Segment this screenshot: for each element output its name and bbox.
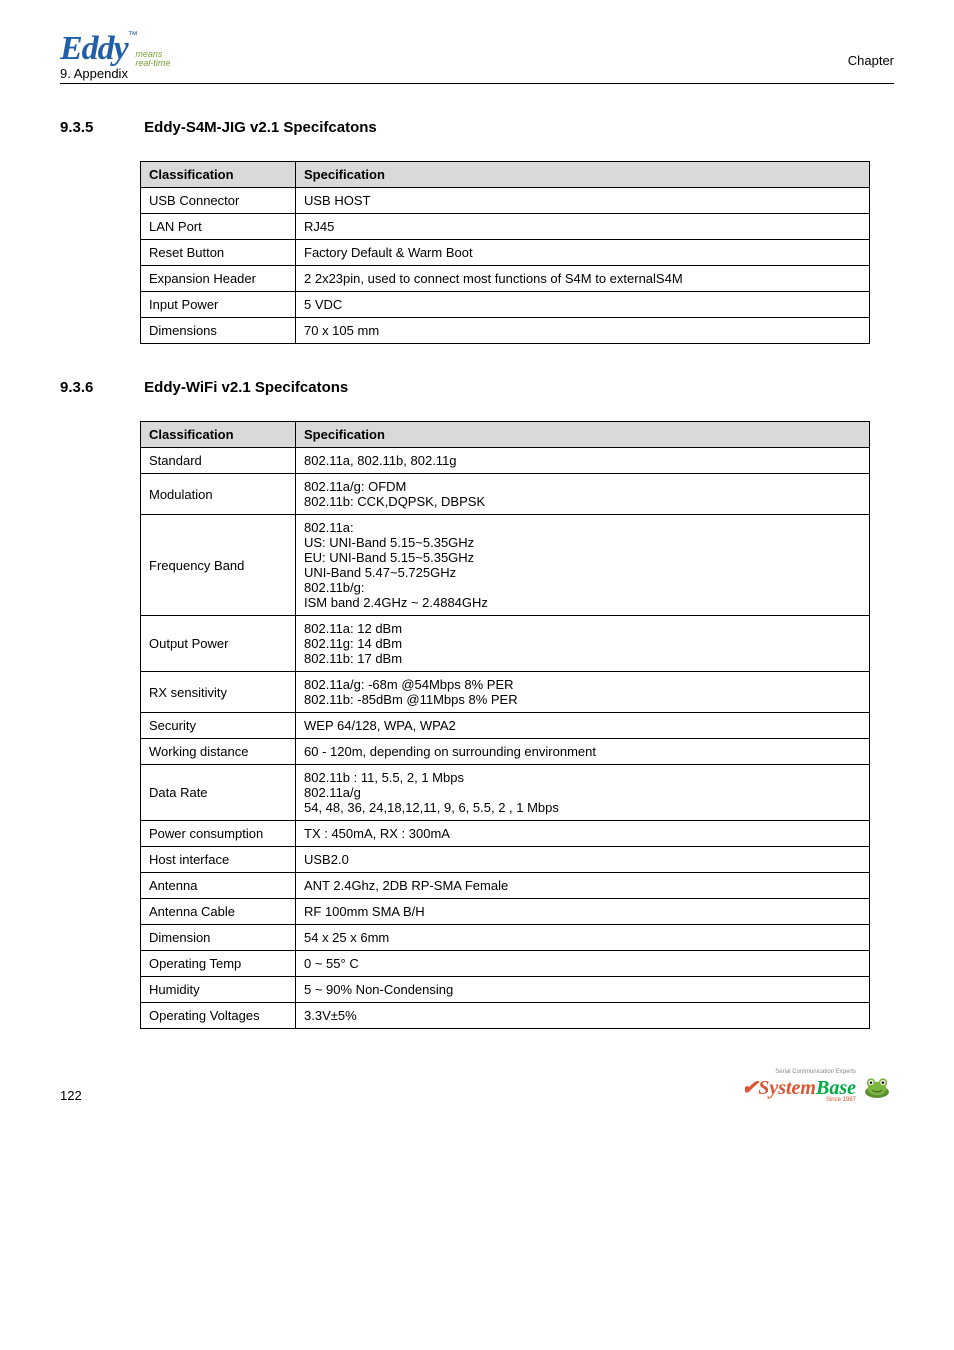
appendix-text: 9. Appendix xyxy=(60,66,128,81)
cell-specification: 54 x 25 x 6mm xyxy=(296,925,870,951)
section-heading-935: 9.3.5 Eddy-S4M-JIG v2.1 Specifcatons xyxy=(60,119,894,136)
cell-classification: Output Power xyxy=(141,616,296,672)
cell-classification: Data Rate xyxy=(141,765,296,821)
cell-classification: Antenna xyxy=(141,873,296,899)
cell-classification: Reset Button xyxy=(141,240,296,266)
cell-specification: RJ45 xyxy=(296,214,870,240)
systembase-word2: Base xyxy=(816,1077,856,1099)
table-row: Power consumptionTX : 450mA, RX : 300mA xyxy=(141,821,870,847)
cell-classification: Expansion Header xyxy=(141,266,296,292)
table-row: Data Rate802.11b : 11, 5.5, 2, 1 Mbps802… xyxy=(141,765,870,821)
section-title-936: Eddy-WiFi v2.1 Specifcatons xyxy=(144,379,348,396)
cell-specification: ANT 2.4Ghz, 2DB RP-SMA Female xyxy=(296,873,870,899)
table-row: Expansion Header2 2x23pin, used to conne… xyxy=(141,266,870,292)
cell-classification: Frequency Band xyxy=(141,515,296,616)
cell-specification: 3.3V±5% xyxy=(296,1003,870,1029)
table-row: Standard802.11a, 802.11b, 802.11g xyxy=(141,448,870,474)
cell-classification: Operating Temp xyxy=(141,951,296,977)
col-header-classification: Classification xyxy=(141,162,296,188)
table-row: Operating Temp0 ~ 55° C xyxy=(141,951,870,977)
table-row: Dimension54 x 25 x 6mm xyxy=(141,925,870,951)
logo-main-text: Eddy xyxy=(60,30,128,67)
cell-classification: Input Power xyxy=(141,292,296,318)
cell-specification: 802.11b : 11, 5.5, 2, 1 Mbps802.11a/g54,… xyxy=(296,765,870,821)
table-row: Modulation802.11a/g: OFDM802.11b: CCK,DQ… xyxy=(141,474,870,515)
table-row: RX sensitivity802.11a/g: -68m @54Mbps 8%… xyxy=(141,672,870,713)
col-header-classification: Classification xyxy=(141,422,296,448)
table-row: Input Power5 VDC xyxy=(141,292,870,318)
table-header-row: Classification Specification xyxy=(141,162,870,188)
table-row: Antenna CableRF 100mm SMA B/H xyxy=(141,899,870,925)
cell-classification: LAN Port xyxy=(141,214,296,240)
table-row: Humidity5 ~ 90% Non-Condensing xyxy=(141,977,870,1003)
table-row: LAN PortRJ45 xyxy=(141,214,870,240)
table-row: USB ConnectorUSB HOST xyxy=(141,188,870,214)
section-num-935: 9.3.5 xyxy=(60,119,140,136)
table-row: Frequency Band802.11a:US: UNI-Band 5.15~… xyxy=(141,515,870,616)
table-row: AntennaANT 2.4Ghz, 2DB RP-SMA Female xyxy=(141,873,870,899)
cell-classification: USB Connector xyxy=(141,188,296,214)
systembase-tagline: Serial Communication Experts xyxy=(741,1069,856,1075)
logo-subtext: means real-time xyxy=(135,50,170,68)
cell-specification: 70 x 105 mm xyxy=(296,318,870,344)
page-number: 122 xyxy=(60,1088,82,1103)
cell-classification: Operating Voltages xyxy=(141,1003,296,1029)
table-row: SecurityWEP 64/128, WPA, WPA2 xyxy=(141,713,870,739)
cell-classification: Security xyxy=(141,713,296,739)
spec-table-wifi: Classification Specification Standard802… xyxy=(140,421,870,1029)
cell-specification: 802.11a: 12 dBm802.11g: 14 dBm802.11b: 1… xyxy=(296,616,870,672)
systembase-word-slash: ✔ xyxy=(741,1077,758,1099)
table-row: Working distance60 - 120m, depending on … xyxy=(141,739,870,765)
cell-specification: 0 ~ 55° C xyxy=(296,951,870,977)
cell-specification: 5 VDC xyxy=(296,292,870,318)
logo-sub-line2: real-time xyxy=(135,58,170,68)
page-footer: 122 Serial Communication Experts ✔System… xyxy=(60,1069,894,1103)
cell-specification: TX : 450mA, RX : 300mA xyxy=(296,821,870,847)
section-num-936: 9.3.6 xyxy=(60,379,140,396)
cell-classification: Dimensions xyxy=(141,318,296,344)
cell-specification: 802.11a/g: -68m @54Mbps 8% PER802.11b: -… xyxy=(296,672,870,713)
cell-classification: Antenna Cable xyxy=(141,899,296,925)
cell-classification: Power consumption xyxy=(141,821,296,847)
spec-table-s4m-jig: Classification Specification USB Connect… xyxy=(140,161,870,344)
cell-specification: Factory Default & Warm Boot xyxy=(296,240,870,266)
cell-specification: USB HOST xyxy=(296,188,870,214)
table-row: Operating Voltages3.3V±5% xyxy=(141,1003,870,1029)
cell-specification: USB2.0 xyxy=(296,847,870,873)
cell-specification: 2 2x23pin, used to connect most function… xyxy=(296,266,870,292)
cell-classification: Host interface xyxy=(141,847,296,873)
cell-specification: 60 - 120m, depending on surrounding envi… xyxy=(296,739,870,765)
cell-specification: 802.11a, 802.11b, 802.11g xyxy=(296,448,870,474)
cell-classification: Working distance xyxy=(141,739,296,765)
col-header-specification: Specification xyxy=(296,422,870,448)
systembase-text-block: Serial Communication Experts ✔SystemBase… xyxy=(741,1069,856,1103)
table-row: Dimensions70 x 105 mm xyxy=(141,318,870,344)
header-underline: 9. Appendix xyxy=(60,66,894,84)
table-header-row: Classification Specification xyxy=(141,422,870,448)
page-header: Eddy™ means real-time Chapter xyxy=(60,30,894,70)
eddy-logo: Eddy™ means real-time xyxy=(60,30,170,68)
table-row: Output Power802.11a: 12 dBm802.11g: 14 d… xyxy=(141,616,870,672)
table-row: Host interfaceUSB2.0 xyxy=(141,847,870,873)
systembase-word1: System xyxy=(758,1077,816,1099)
cell-specification: 5 ~ 90% Non-Condensing xyxy=(296,977,870,1003)
logo-tm: ™ xyxy=(128,30,138,41)
cell-specification: 802.11a:US: UNI-Band 5.15~5.35GHzEU: UNI… xyxy=(296,515,870,616)
frog-icon xyxy=(860,1073,894,1099)
cell-specification: 802.11a/g: OFDM802.11b: CCK,DQPSK, DBPSK xyxy=(296,474,870,515)
section-title-935: Eddy-S4M-JIG v2.1 Specifcatons xyxy=(144,119,377,136)
cell-specification: WEP 64/128, WPA, WPA2 xyxy=(296,713,870,739)
cell-classification: Modulation xyxy=(141,474,296,515)
section-heading-936: 9.3.6 Eddy-WiFi v2.1 Specifcatons xyxy=(60,379,894,396)
cell-classification: RX sensitivity xyxy=(141,672,296,713)
cell-classification: Humidity xyxy=(141,977,296,1003)
systembase-logo: Serial Communication Experts ✔SystemBase… xyxy=(741,1069,894,1103)
systembase-wordmark: ✔SystemBase xyxy=(741,1077,856,1099)
cell-classification: Dimension xyxy=(141,925,296,951)
table-row: Reset ButtonFactory Default & Warm Boot xyxy=(141,240,870,266)
cell-specification: RF 100mm SMA B/H xyxy=(296,899,870,925)
chapter-label: Chapter xyxy=(848,53,894,68)
cell-classification: Standard xyxy=(141,448,296,474)
col-header-specification: Specification xyxy=(296,162,870,188)
